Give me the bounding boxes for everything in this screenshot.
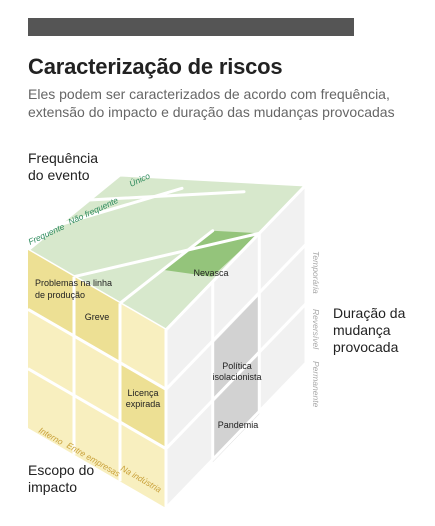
duration-axis-title: Duração da mudança provocada [333, 305, 406, 355]
right-face [164, 181, 308, 512]
subtitle-line: Eles podem ser caracterizados de acordo … [28, 86, 390, 102]
duration-level-temporaria: Temporária [311, 251, 321, 294]
pandemia-cell [212, 354, 260, 463]
risk-label-licenca-line1: Licença [127, 388, 158, 398]
nevasca-cell [164, 230, 260, 277]
risk-label-greve: Greve [85, 312, 110, 322]
duration-levels: Temporária Reversível Permanente [311, 251, 321, 408]
risk-label-politica-line1: Política [222, 361, 252, 371]
scope-axis-title: Escopo do impacto [28, 462, 95, 495]
risk-label-nevasca: Nevasca [193, 268, 228, 278]
page-subtitle: Eles podem ser caracterizados de acordo … [28, 85, 433, 121]
left-face [27, 250, 167, 508]
risk-label-problemas-line2: de produção [35, 290, 85, 300]
frequency-axis-title: Frequência do evento [28, 150, 99, 183]
politica-cell [212, 295, 260, 403]
risk-label-pandemia: Pandemia [218, 420, 259, 430]
duration-level-reversivel: Reversível [311, 309, 321, 350]
risk-label-licenca-line2: expirada [126, 399, 161, 409]
duration-level-permanente: Permanente [311, 361, 321, 408]
risk-label-politica-line2: isolacionista [212, 372, 261, 382]
header-bar [28, 18, 354, 36]
page-title: Caracterização de riscos [28, 54, 283, 79]
risk-label-problemas-line1: Problemas na linha [35, 278, 112, 288]
subtitle-line: extensão do impacto e duração das mudanç… [28, 104, 395, 120]
